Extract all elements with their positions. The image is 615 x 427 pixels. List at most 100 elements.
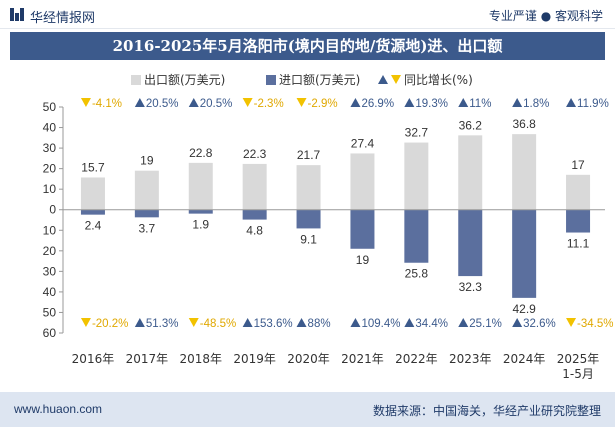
legend-export-swatch [131, 75, 141, 85]
tagline: 专业严谨 ● 客观科学 [488, 9, 603, 23]
down-triangle-icon [80, 98, 91, 107]
y-tick-label: 50 [43, 305, 57, 319]
export-bar [296, 165, 321, 210]
logo-icon [10, 8, 24, 21]
y-tick-label: 40 [43, 285, 57, 299]
legend-import-label: 进口额(万美元) [279, 73, 360, 87]
export-growth-marker: -4.1% [80, 98, 122, 110]
up-triangle-icon [134, 318, 145, 327]
y-tick-label: 30 [43, 264, 57, 278]
import-bar [512, 209, 537, 298]
up-triangle-icon [350, 98, 361, 107]
up-triangle-icon [242, 318, 253, 327]
growth-value-label: -2.3% [254, 98, 284, 110]
up-triangle-icon [566, 98, 577, 107]
growth-value-label: -20.2% [92, 318, 128, 330]
import-bar [404, 209, 429, 263]
export-bar [566, 174, 591, 210]
import-bar [296, 209, 321, 229]
x-category-label: 2022年 [395, 352, 438, 366]
export-bar [404, 142, 429, 210]
down-triangle-icon [566, 318, 577, 327]
import-value-label: 9.1 [300, 232, 317, 246]
website-url[interactable]: www.huaon.com [14, 402, 103, 416]
import-growth-marker: 88% [296, 318, 331, 330]
legend-export-label: 出口额(万美元) [144, 73, 225, 87]
footer: www.huaon.com 数据来源：中国海关，华经产业研究院整理 [0, 392, 615, 427]
export-value-label: 19 [140, 154, 154, 168]
top-bar: 华经情报网 专业严谨 ● 客观科学 [0, 0, 615, 29]
import-bar [242, 209, 267, 220]
import-value-label: 25.8 [405, 267, 429, 281]
export-growth-marker: -2.3% [242, 98, 284, 110]
x-category-label: 2018年 [179, 352, 222, 366]
y-tick-label: 60 [43, 326, 57, 340]
import-value-label: 42.9 [512, 302, 536, 316]
export-bar [350, 153, 375, 210]
import-value-label: 4.8 [246, 224, 263, 238]
y-tick-label: 40 [43, 121, 57, 135]
growth-value-label: 88% [308, 318, 331, 330]
import-growth-marker: 34.4% [404, 318, 448, 330]
brand-name: 华经情报网 [30, 11, 96, 26]
import-value-label: 19 [356, 253, 370, 267]
growth-value-label: 1.8% [523, 98, 549, 110]
export-growth-marker: 1.8% [512, 98, 549, 110]
import-bar [566, 209, 591, 233]
export-bar [242, 163, 267, 210]
import-growth-marker: 32.6% [512, 318, 556, 330]
x-category-label: 2024年 [503, 352, 546, 366]
y-tick-label: 10 [43, 223, 57, 237]
legend-down-triangle-icon [391, 75, 401, 84]
y-tick-label: 20 [43, 244, 57, 258]
legend-import-swatch [266, 75, 276, 85]
import-value-label: 3.7 [139, 221, 156, 235]
up-triangle-icon [512, 318, 523, 327]
export-growth-marker: 19.3% [404, 98, 448, 110]
growth-value-label: -34.5% [577, 318, 613, 330]
down-triangle-icon [80, 318, 91, 327]
export-bar [512, 134, 537, 210]
down-triangle-icon [296, 98, 307, 107]
chart-title: 2016-2025年5月洛阳市(境内目的地/货源地)进、出口额 [10, 32, 605, 60]
x-category-label: 2016年 [72, 352, 115, 366]
x-category-label: 2017年 [126, 352, 169, 366]
import-value-label: 2.4 [85, 219, 102, 233]
y-tick-label: 10 [43, 182, 57, 196]
import-growth-marker: 25.1% [458, 318, 502, 330]
export-bar [134, 170, 159, 210]
legend-up-triangle-icon [378, 75, 388, 84]
import-value-label: 1.9 [192, 218, 209, 232]
y-tick-label: 50 [43, 100, 57, 114]
up-triangle-icon [404, 318, 415, 327]
up-triangle-icon [458, 318, 469, 327]
up-triangle-icon [404, 98, 415, 107]
x-category-label: 2020年 [287, 352, 330, 366]
growth-value-label: 25.1% [469, 318, 502, 330]
import-bar [458, 209, 483, 277]
x-category-label: 2019年 [233, 352, 276, 366]
import-bar [80, 209, 105, 215]
export-value-label: 21.7 [297, 148, 321, 162]
y-tick-label: 30 [43, 141, 57, 155]
legend-growth-label: 同比增长(%) [404, 73, 473, 87]
up-triangle-icon [188, 98, 199, 107]
export-value-label: 32.7 [405, 126, 429, 140]
y-tick-label: 20 [43, 162, 57, 176]
import-growth-marker: -20.2% [80, 318, 128, 330]
export-bar [458, 135, 483, 210]
x-category-label: 1-5月 [562, 367, 594, 381]
growth-value-label: 51.3% [146, 318, 179, 330]
growth-value-label: 20.5% [200, 98, 233, 110]
import-bar [350, 209, 375, 249]
export-bar [188, 162, 213, 210]
up-triangle-icon [350, 318, 361, 327]
export-growth-marker: -2.9% [296, 98, 338, 110]
export-growth-marker: 20.5% [188, 98, 233, 110]
export-growth-marker: 20.5% [134, 98, 179, 110]
growth-value-label: 20.5% [146, 98, 179, 110]
export-value-label: 17 [571, 158, 585, 172]
x-category-label: 2025年 [557, 352, 600, 366]
export-value-label: 36.8 [512, 117, 536, 131]
x-category-label: 2023年 [449, 352, 492, 366]
